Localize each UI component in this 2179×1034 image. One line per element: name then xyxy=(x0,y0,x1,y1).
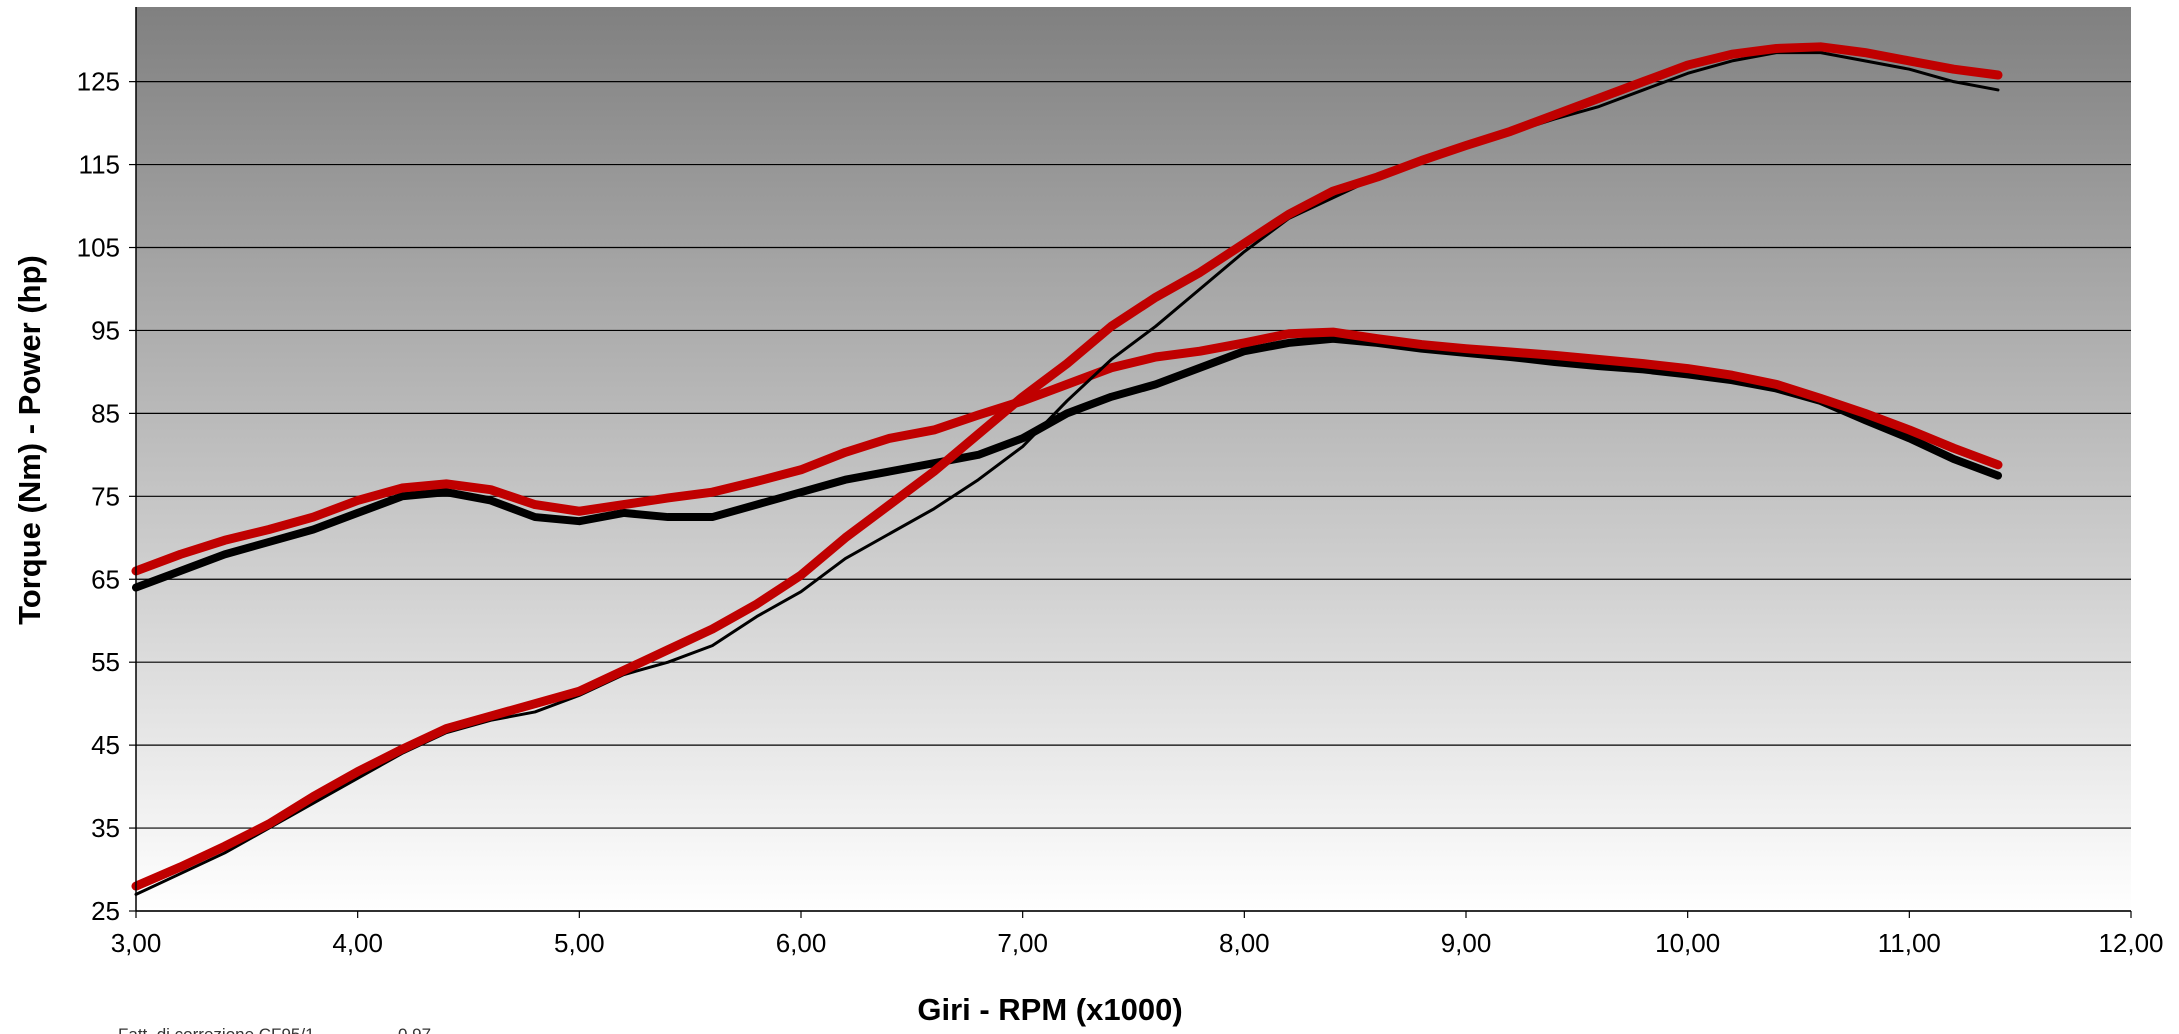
y-tick-label: 65 xyxy=(91,564,120,594)
series-line xyxy=(132,334,2002,592)
x-tick-label: 11,00 xyxy=(1878,928,1941,958)
footnote-value: 0,97 xyxy=(398,1025,431,1034)
x-tick-label: 12,00 xyxy=(2098,928,2163,958)
y-tick-label: 85 xyxy=(91,398,120,428)
y-tick-label: 105 xyxy=(77,233,120,263)
x-tick-label: 3,00 xyxy=(111,928,162,958)
footnote: Fatt. di correzione CF95/1 xyxy=(118,1025,315,1034)
y-tick-label: 125 xyxy=(77,67,120,97)
plot-area xyxy=(136,7,2131,911)
y-tick-label: 55 xyxy=(91,647,120,677)
y-tick-label: 25 xyxy=(91,896,120,926)
x-tick-label: 5,00 xyxy=(554,928,605,958)
x-tick-label: 7,00 xyxy=(997,928,1048,958)
y-tick-label: 75 xyxy=(91,481,120,511)
axes: 25 35 45 55 65 75 85 95 105 115 125 3,00 4,00 5,00 6,0… xyxy=(77,7,2164,958)
series-line xyxy=(131,327,2003,576)
lines xyxy=(131,42,2003,896)
y-tick-label: 35 xyxy=(91,813,120,843)
x-tick-label: 9,00 xyxy=(1441,928,1492,958)
y-axis-title: Torque (Nm) - Power (hp) xyxy=(12,255,47,625)
series-line xyxy=(131,42,2003,891)
y-tick-label: 45 xyxy=(91,730,120,760)
y-tick-label: 95 xyxy=(91,315,120,345)
x-tick-label: 6,00 xyxy=(776,928,827,958)
x-tick-label: 10,00 xyxy=(1655,928,1720,958)
x-axis-title: Giri - RPM (x1000) xyxy=(917,992,1182,1027)
x-tick-label: 8,00 xyxy=(1219,928,1270,958)
x-tick-label: 4,00 xyxy=(332,928,383,958)
y-tick-label: 115 xyxy=(79,150,120,180)
